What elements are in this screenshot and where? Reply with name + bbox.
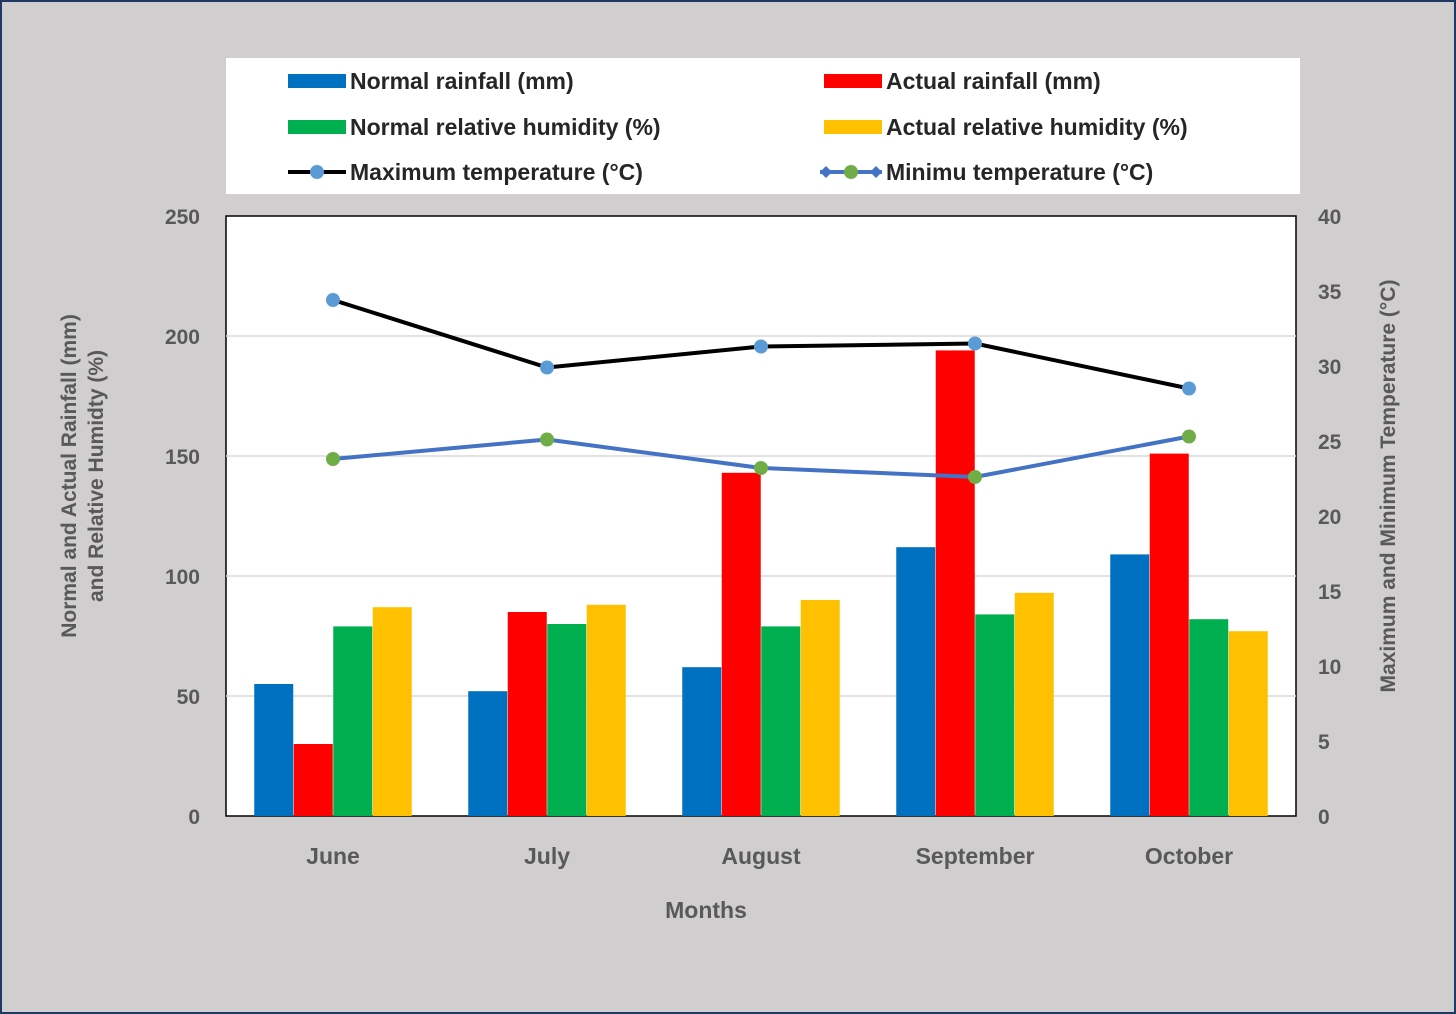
point: [540, 360, 554, 375]
legend-swatch-normal-humidity: [288, 120, 346, 134]
y2-tick-label: 15: [1318, 581, 1342, 604]
point: [968, 470, 982, 484]
y-tick-label: 250: [165, 206, 200, 229]
secondary-y-tick-labels: 0 5 10 15 20 25 30 35 40: [1318, 206, 1342, 829]
y2-tick-label: 35: [1318, 281, 1342, 304]
bar: [372, 607, 412, 816]
primary-y-tick-labels: 0 50 100 150 200 250: [165, 206, 200, 829]
bar: [721, 472, 761, 816]
x-tick-labels: June July August September October: [306, 843, 1233, 869]
bars: [254, 350, 1268, 816]
bar: [293, 744, 333, 816]
bar: [586, 604, 626, 816]
bar: [1014, 592, 1054, 816]
x-axis-title: Months: [665, 897, 747, 923]
y2-tick-label: 10: [1318, 656, 1341, 679]
point: [754, 339, 768, 354]
x-tick-label: June: [306, 843, 360, 869]
x-tick-label: September: [916, 843, 1035, 869]
y-tick-label: 0: [188, 806, 200, 829]
legend-label-normal-rainfall: Normal rainfall (mm): [350, 67, 574, 94]
legend-item-min-temp: Minimu temperature (°C): [820, 157, 1153, 187]
bar: [507, 612, 547, 816]
bar: [975, 614, 1015, 816]
y2-tick-label: 30: [1318, 356, 1341, 379]
bar: [1149, 453, 1189, 816]
legend-label-max-temp: Maximum temperature (°C): [350, 158, 643, 185]
point: [754, 461, 768, 475]
bar: [896, 547, 936, 816]
bar: [1228, 631, 1268, 816]
legend-swatch-actual-rainfall: [824, 74, 882, 88]
x-tick-label: August: [721, 843, 801, 869]
point: [1182, 381, 1196, 396]
y2-axis-title: Maximum and Minimum Temperature (°C): [1377, 280, 1400, 693]
legend-marker-max-temp: [288, 165, 346, 179]
bar: [800, 600, 840, 816]
point: [326, 293, 340, 307]
y-tick-label: 50: [177, 686, 200, 709]
legend-label-min-temp: Minimu temperature (°C): [886, 158, 1154, 185]
y2-tick-label: 20: [1318, 506, 1341, 529]
point: [1182, 429, 1196, 444]
legend-item-max-temp: Maximum temperature (°C): [288, 157, 643, 187]
bar: [254, 684, 294, 816]
legend-label-actual-rainfall: Actual rainfall (mm): [886, 67, 1101, 94]
point: [968, 336, 982, 351]
y2-tick-label: 0: [1318, 806, 1330, 829]
legend-item-actual-rainfall: Actual rainfall (mm): [824, 66, 1101, 96]
temperature-lines: [326, 293, 1196, 484]
y-tick-label: 200: [165, 326, 200, 349]
legend-marker-min-temp: [820, 165, 882, 179]
y2-tick-label: 25: [1318, 431, 1342, 454]
bar: [935, 350, 975, 816]
legend-swatch-actual-humidity: [824, 120, 882, 134]
legend: Normal rainfall (mm) Actual rainfall (mm…: [226, 58, 1300, 194]
bar: [1110, 554, 1150, 816]
legend-item-actual-humidity: Actual relative humidity (%): [824, 112, 1188, 142]
y-axis-title: Normal and Actual Rainfall (mm) and Rela…: [58, 314, 108, 638]
y-tick-label: 100: [165, 566, 200, 589]
legend-swatch-normal-rainfall: [288, 74, 346, 88]
y2-axis-title-group: Maximum and Minimum Temperature (°C): [1377, 280, 1400, 693]
legend-label-normal-humidity: Normal relative humidity (%): [350, 113, 661, 140]
point: [540, 432, 554, 447]
y-axis-title-line-1: Normal and Actual Rainfall (mm): [58, 314, 81, 638]
legend-item-normal-humidity: Normal relative humidity (%): [288, 112, 661, 142]
y2-tick-label: 5: [1318, 731, 1330, 754]
bar: [1189, 619, 1229, 816]
y-axis-title-line-2: and Relative Humidty (%): [85, 350, 108, 602]
x-tick-label: October: [1145, 843, 1233, 869]
legend-label-actual-humidity: Actual relative humidity (%): [886, 113, 1188, 140]
point: [326, 452, 340, 466]
y2-tick-label: 40: [1318, 206, 1341, 229]
bar: [761, 626, 801, 816]
bar: [682, 667, 722, 816]
legend-item-normal-rainfall: Normal rainfall (mm): [288, 66, 574, 96]
y-tick-label: 150: [165, 446, 200, 469]
bar: [468, 691, 508, 816]
x-tick-label: July: [524, 843, 570, 869]
bar: [333, 626, 373, 816]
bar: [547, 624, 587, 816]
